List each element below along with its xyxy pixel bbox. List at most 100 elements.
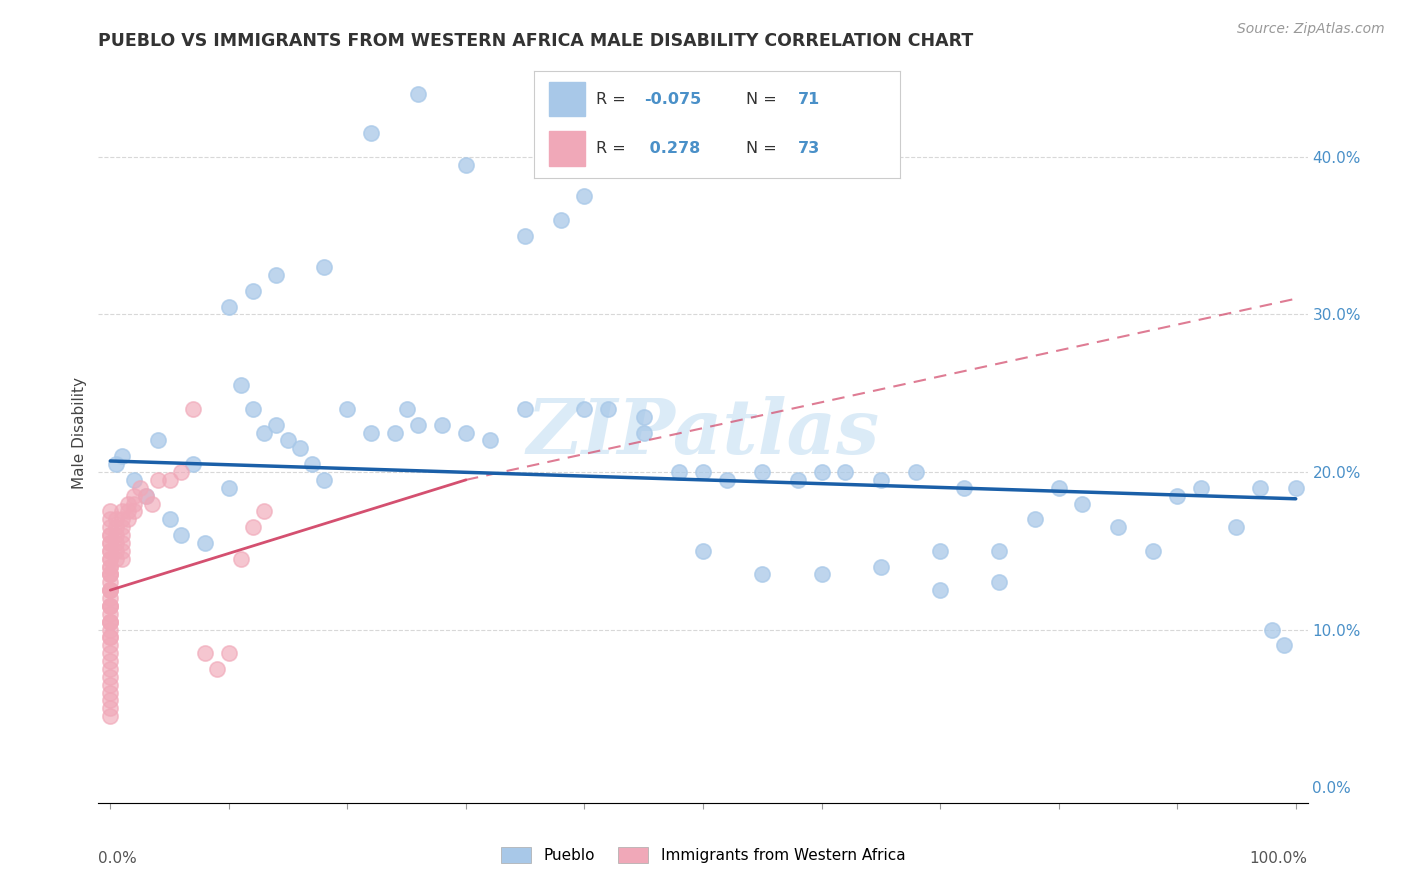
Point (146, 434, 169, 448)
Point (98, 646, 121, 660)
Point (810, 567, 832, 582)
Bar (548, 131, 585, 166)
Point (98, 583, 121, 598)
Point (312, 260, 335, 275)
Point (111, 551, 134, 566)
Text: N =: N = (747, 141, 782, 156)
Text: 100.0%: 100.0% (1250, 851, 1308, 866)
Point (135, 489, 157, 503)
Point (117, 496, 139, 510)
Point (105, 536, 128, 550)
Point (454, 425, 477, 440)
Point (515, 228, 537, 243)
Point (105, 512, 128, 526)
Text: 73: 73 (797, 141, 820, 156)
Point (1047, 481, 1070, 495)
Legend: Pueblo, Immigrants from Western Africa: Pueblo, Immigrants from Western Africa (495, 841, 911, 869)
Point (98, 583, 121, 598)
Point (122, 504, 145, 518)
Point (312, 473, 335, 487)
Point (574, 402, 596, 417)
Point (170, 465, 193, 479)
Point (105, 520, 128, 534)
Point (98, 599, 121, 613)
Text: 71: 71 (797, 92, 820, 107)
Point (105, 457, 128, 471)
Point (194, 646, 217, 660)
Point (988, 543, 1011, 558)
Point (929, 583, 952, 598)
Point (98, 615, 121, 629)
Point (117, 512, 139, 526)
Point (929, 543, 952, 558)
Point (98, 662, 121, 676)
Point (98, 631, 121, 645)
Text: PUEBLO VS IMMIGRANTS FROM WESTERN AFRICA MALE DISABILITY CORRELATION CHART: PUEBLO VS IMMIGRANTS FROM WESTERN AFRICA… (98, 32, 974, 50)
Point (105, 551, 128, 566)
Point (98, 543, 121, 558)
Point (869, 559, 891, 574)
Point (111, 449, 134, 463)
Point (111, 536, 134, 550)
Point (515, 402, 537, 417)
Point (181, 402, 204, 417)
Point (122, 473, 145, 487)
Point (98, 631, 121, 645)
Point (633, 409, 655, 424)
Text: Source: ZipAtlas.com: Source: ZipAtlas.com (1237, 22, 1385, 37)
Point (146, 473, 169, 487)
Point (98, 528, 121, 542)
Point (264, 417, 287, 432)
Point (692, 543, 714, 558)
Point (633, 425, 655, 440)
Point (98, 693, 121, 707)
Point (98, 638, 121, 652)
Point (111, 512, 134, 526)
Point (218, 300, 240, 314)
Point (122, 496, 145, 510)
Point (98, 575, 121, 590)
Point (264, 268, 287, 282)
Point (242, 402, 264, 417)
Point (229, 378, 252, 392)
Point (408, 87, 430, 101)
Point (277, 434, 299, 448)
Point (432, 417, 454, 432)
Text: -0.075: -0.075 (644, 92, 702, 107)
Point (574, 189, 596, 203)
Point (98, 654, 121, 668)
Point (242, 520, 264, 534)
Point (98, 504, 121, 518)
Point (395, 402, 418, 417)
Point (253, 425, 276, 440)
Point (141, 496, 163, 510)
Point (408, 417, 430, 432)
Point (751, 567, 773, 582)
Point (98, 520, 121, 534)
Point (786, 473, 808, 487)
Point (834, 465, 856, 479)
Point (98, 591, 121, 605)
Point (98, 551, 121, 566)
Bar (548, 82, 585, 116)
Point (98, 709, 121, 723)
Point (98, 567, 121, 582)
Point (1225, 520, 1247, 534)
Point (98, 559, 121, 574)
Point (1166, 489, 1188, 503)
Point (105, 543, 128, 558)
Point (98, 583, 121, 598)
Point (1272, 638, 1295, 652)
Point (598, 402, 620, 417)
Point (1142, 543, 1164, 558)
Point (454, 158, 477, 172)
Point (98, 512, 121, 526)
Text: ZIPatlas: ZIPatlas (526, 396, 880, 469)
Point (98, 701, 121, 715)
Point (98, 615, 121, 629)
Point (111, 543, 134, 558)
Point (1285, 481, 1308, 495)
Point (98, 599, 121, 613)
Point (205, 662, 228, 676)
Point (988, 575, 1011, 590)
